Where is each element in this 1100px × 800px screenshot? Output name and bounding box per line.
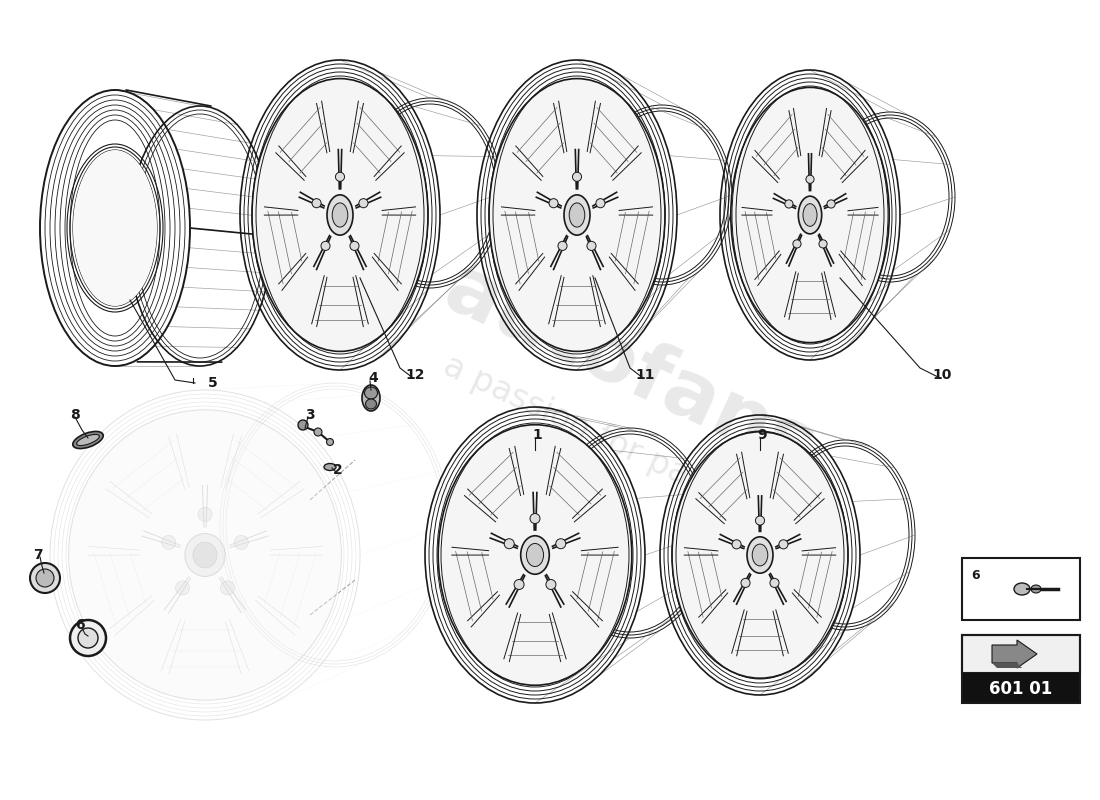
- Ellipse shape: [799, 196, 822, 234]
- Text: 1: 1: [532, 428, 542, 442]
- Circle shape: [30, 563, 60, 593]
- Text: 4: 4: [368, 371, 378, 385]
- Ellipse shape: [490, 78, 666, 351]
- Ellipse shape: [252, 78, 428, 351]
- Circle shape: [504, 538, 514, 549]
- Circle shape: [359, 198, 369, 208]
- Circle shape: [793, 240, 801, 248]
- Ellipse shape: [803, 204, 817, 226]
- Text: a passion for parts since: a passion for parts since: [438, 349, 822, 551]
- Text: 10: 10: [933, 368, 952, 382]
- Ellipse shape: [752, 544, 768, 566]
- Circle shape: [756, 516, 764, 525]
- Text: 6: 6: [971, 569, 980, 582]
- Circle shape: [556, 538, 565, 549]
- Ellipse shape: [569, 203, 585, 227]
- Ellipse shape: [520, 536, 549, 574]
- Bar: [962, 635, 1080, 703]
- Text: autofans: autofans: [432, 250, 828, 490]
- Ellipse shape: [747, 537, 773, 573]
- Ellipse shape: [362, 385, 380, 411]
- Ellipse shape: [73, 431, 103, 449]
- Ellipse shape: [527, 543, 543, 566]
- Ellipse shape: [1014, 583, 1030, 595]
- Circle shape: [587, 242, 596, 250]
- Circle shape: [558, 242, 568, 250]
- Ellipse shape: [672, 432, 848, 678]
- Ellipse shape: [327, 195, 353, 235]
- Circle shape: [732, 540, 741, 549]
- Polygon shape: [992, 640, 1037, 668]
- Circle shape: [784, 200, 793, 208]
- Circle shape: [314, 428, 322, 436]
- Ellipse shape: [365, 399, 376, 409]
- Text: 601 01: 601 01: [989, 680, 1053, 698]
- Circle shape: [806, 175, 814, 183]
- Circle shape: [198, 507, 212, 522]
- Circle shape: [530, 514, 540, 523]
- Ellipse shape: [77, 434, 99, 446]
- Ellipse shape: [564, 195, 590, 235]
- Bar: [962, 635, 1080, 673]
- Text: 8: 8: [70, 408, 80, 422]
- Bar: [962, 673, 1080, 703]
- Circle shape: [336, 172, 344, 182]
- Circle shape: [818, 240, 827, 248]
- Text: 6: 6: [75, 618, 85, 632]
- Circle shape: [220, 581, 234, 595]
- Ellipse shape: [438, 425, 631, 686]
- Text: 3: 3: [305, 408, 315, 422]
- Polygon shape: [992, 663, 1022, 668]
- Circle shape: [514, 579, 524, 590]
- Circle shape: [312, 198, 321, 208]
- Circle shape: [78, 628, 98, 648]
- Text: 7: 7: [33, 548, 43, 562]
- Circle shape: [162, 535, 176, 550]
- Circle shape: [176, 581, 189, 595]
- Ellipse shape: [68, 410, 341, 700]
- Ellipse shape: [192, 542, 217, 568]
- Text: 11: 11: [636, 368, 654, 382]
- Bar: [962, 558, 1080, 620]
- Ellipse shape: [364, 387, 377, 399]
- Circle shape: [572, 172, 582, 182]
- Circle shape: [321, 242, 330, 250]
- Circle shape: [70, 620, 106, 656]
- Ellipse shape: [1031, 585, 1041, 593]
- Text: 9: 9: [757, 428, 767, 442]
- Text: 2: 2: [333, 463, 343, 477]
- Circle shape: [36, 569, 54, 587]
- Circle shape: [350, 242, 359, 250]
- Circle shape: [546, 579, 556, 590]
- Ellipse shape: [332, 203, 348, 227]
- Circle shape: [827, 200, 835, 208]
- Ellipse shape: [73, 150, 157, 306]
- Ellipse shape: [730, 87, 889, 342]
- Ellipse shape: [185, 534, 226, 577]
- Circle shape: [327, 438, 333, 446]
- Circle shape: [779, 540, 788, 549]
- Circle shape: [770, 578, 779, 587]
- Text: 12: 12: [405, 368, 425, 382]
- Circle shape: [741, 578, 750, 587]
- Circle shape: [298, 420, 308, 430]
- Ellipse shape: [324, 463, 336, 470]
- Circle shape: [234, 535, 249, 550]
- Circle shape: [596, 198, 605, 208]
- Circle shape: [549, 198, 558, 208]
- Text: 5: 5: [208, 376, 218, 390]
